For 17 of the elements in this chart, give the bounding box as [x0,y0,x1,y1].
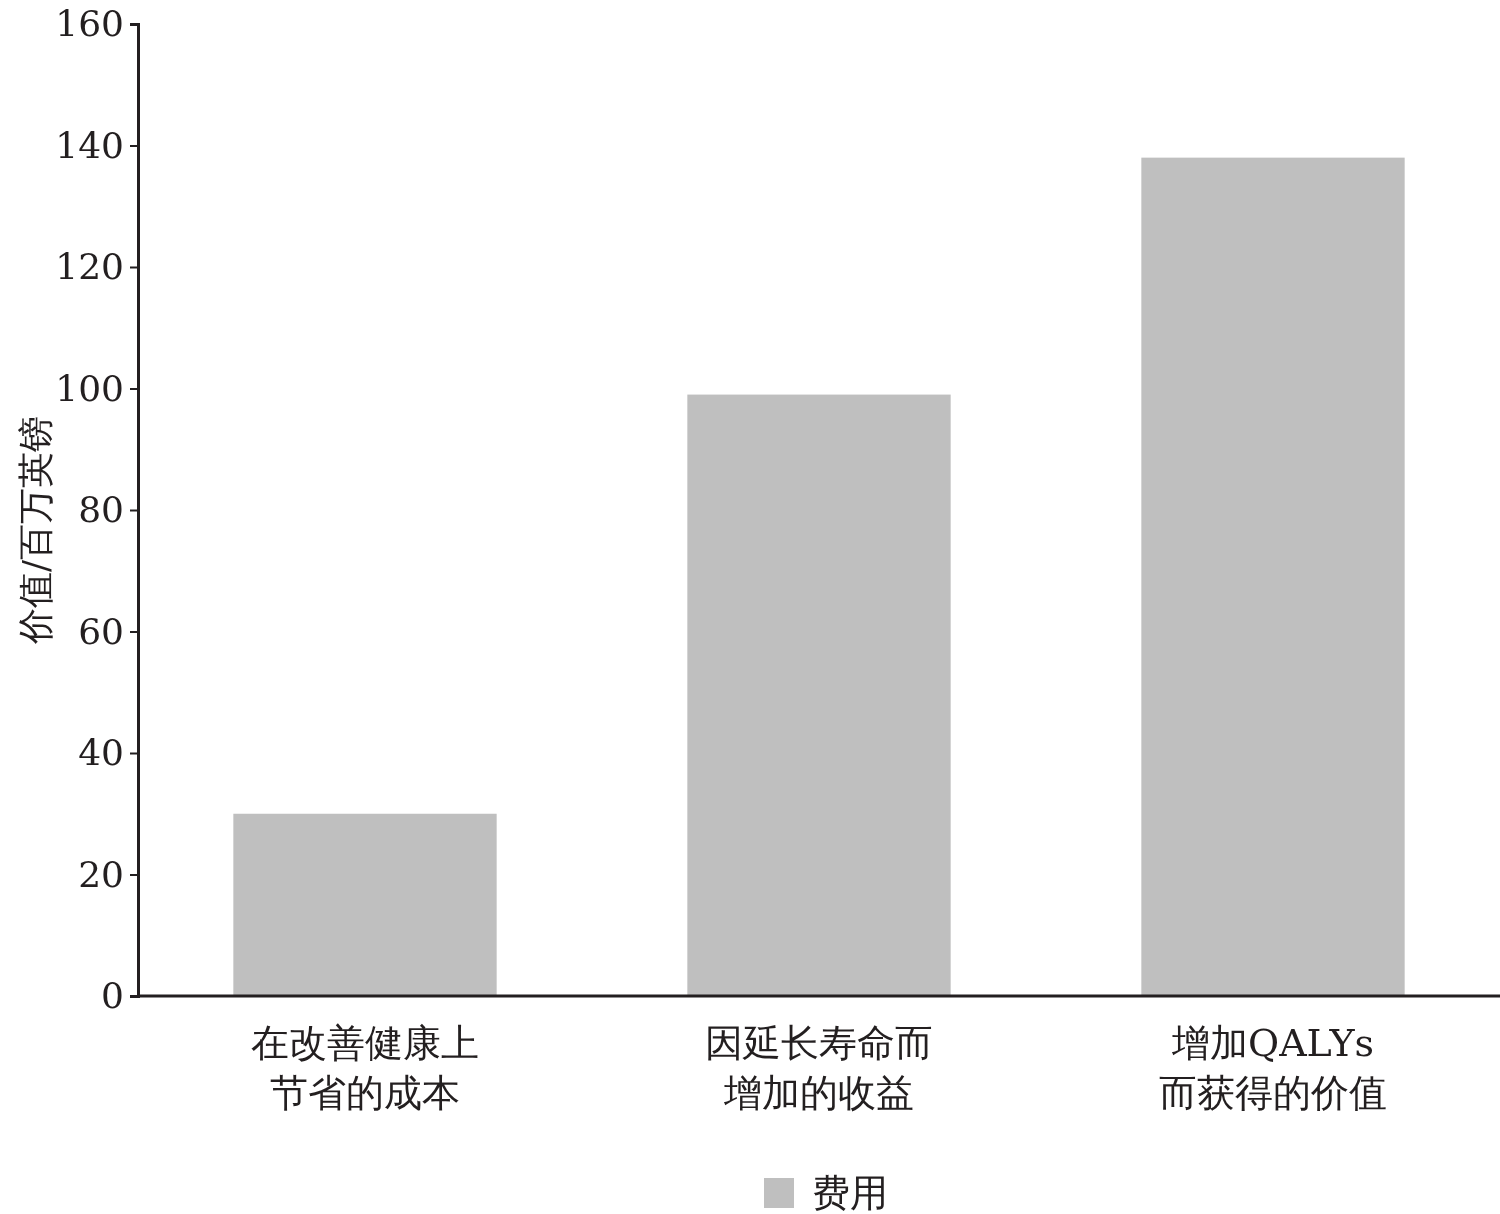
y-axis-title: 价值/百万英镑 [15,415,56,646]
y-tick-label: 40 [78,732,124,774]
x-tick-label: 在改善健康上节省的成本 [251,1021,479,1115]
bar [687,394,951,996]
y-tick-label: 80 [78,489,124,531]
y-tick-label: 160 [55,3,124,45]
y-tick-label: 120 [55,246,124,288]
y-tick-label: 60 [78,610,124,652]
y-tick-label: 0 [101,975,124,1017]
y-tick-label: 140 [55,124,124,166]
bar [1141,157,1405,996]
legend-label: 费用 [812,1171,888,1214]
bar [233,813,497,996]
y-tick-label: 100 [55,367,124,409]
x-tick-label: 增加QALYs而获得的价值 [1159,1021,1387,1115]
x-tick-label: 因延长寿命而增加的收益 [705,1021,933,1115]
y-tick-label: 20 [78,853,124,895]
